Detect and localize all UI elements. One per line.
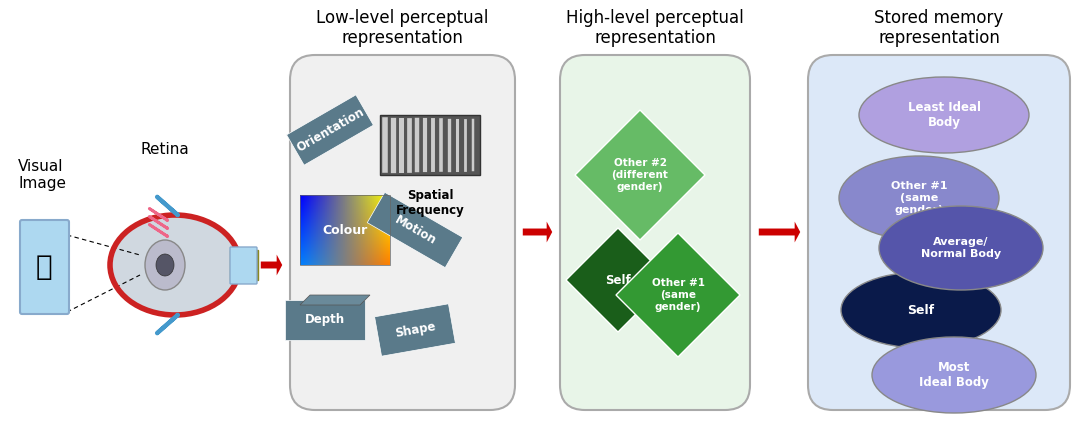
- FancyBboxPatch shape: [291, 55, 515, 410]
- Text: Other #2
(different
gender): Other #2 (different gender): [611, 158, 669, 192]
- Polygon shape: [575, 110, 705, 240]
- Ellipse shape: [839, 156, 999, 240]
- Text: Low-level perceptual
representation: Low-level perceptual representation: [317, 9, 489, 47]
- Bar: [380, 115, 480, 175]
- Ellipse shape: [879, 206, 1043, 290]
- Bar: [233, 250, 236, 280]
- FancyArrowPatch shape: [150, 224, 168, 237]
- FancyArrowPatch shape: [157, 197, 178, 215]
- FancyBboxPatch shape: [230, 247, 257, 284]
- FancyBboxPatch shape: [560, 55, 750, 410]
- Text: Motion: Motion: [392, 213, 438, 247]
- FancyArrowPatch shape: [157, 315, 178, 333]
- Text: Least Ideal
Body: Least Ideal Body: [907, 101, 981, 129]
- Polygon shape: [367, 192, 463, 267]
- Text: Orientation: Orientation: [294, 105, 366, 155]
- Polygon shape: [285, 300, 365, 340]
- Text: 👤: 👤: [36, 253, 52, 281]
- Polygon shape: [300, 295, 370, 305]
- Bar: [300, 195, 390, 265]
- Text: Other #1
(same
gender): Other #1 (same gender): [891, 181, 947, 215]
- Polygon shape: [566, 228, 670, 332]
- Text: Shape: Shape: [393, 320, 437, 340]
- Ellipse shape: [145, 240, 185, 290]
- Bar: [255, 250, 258, 280]
- Ellipse shape: [859, 77, 1029, 153]
- Text: Colour: Colour: [322, 224, 367, 236]
- Text: Stored memory
representation: Stored memory representation: [875, 9, 1004, 47]
- Ellipse shape: [872, 337, 1036, 413]
- Polygon shape: [375, 304, 455, 356]
- Bar: [244, 250, 247, 280]
- Text: Depth: Depth: [305, 313, 345, 326]
- Polygon shape: [616, 233, 740, 357]
- FancyArrowPatch shape: [150, 209, 168, 221]
- Bar: [247, 250, 250, 280]
- Text: Self: Self: [907, 304, 934, 316]
- FancyArrowPatch shape: [150, 216, 168, 228]
- FancyBboxPatch shape: [808, 55, 1070, 410]
- Bar: [230, 250, 233, 280]
- FancyBboxPatch shape: [20, 220, 69, 314]
- Polygon shape: [286, 95, 373, 165]
- Bar: [237, 250, 240, 280]
- Bar: [251, 250, 254, 280]
- Text: Most
Ideal Body: Most Ideal Body: [919, 361, 989, 389]
- Ellipse shape: [156, 254, 175, 276]
- Ellipse shape: [841, 272, 1001, 348]
- Bar: [241, 250, 244, 280]
- Text: Other #1
(same
gender): Other #1 (same gender): [651, 278, 705, 312]
- Text: Visual
Image: Visual Image: [18, 159, 66, 191]
- Text: Average/
Normal Body: Average/ Normal Body: [921, 237, 1001, 259]
- Text: High-level perceptual
representation: High-level perceptual representation: [566, 9, 744, 47]
- Text: Spatial
Frequency: Spatial Frequency: [396, 189, 464, 217]
- Text: Self: Self: [605, 273, 631, 286]
- Ellipse shape: [109, 215, 240, 315]
- Text: Retina: Retina: [141, 142, 190, 157]
